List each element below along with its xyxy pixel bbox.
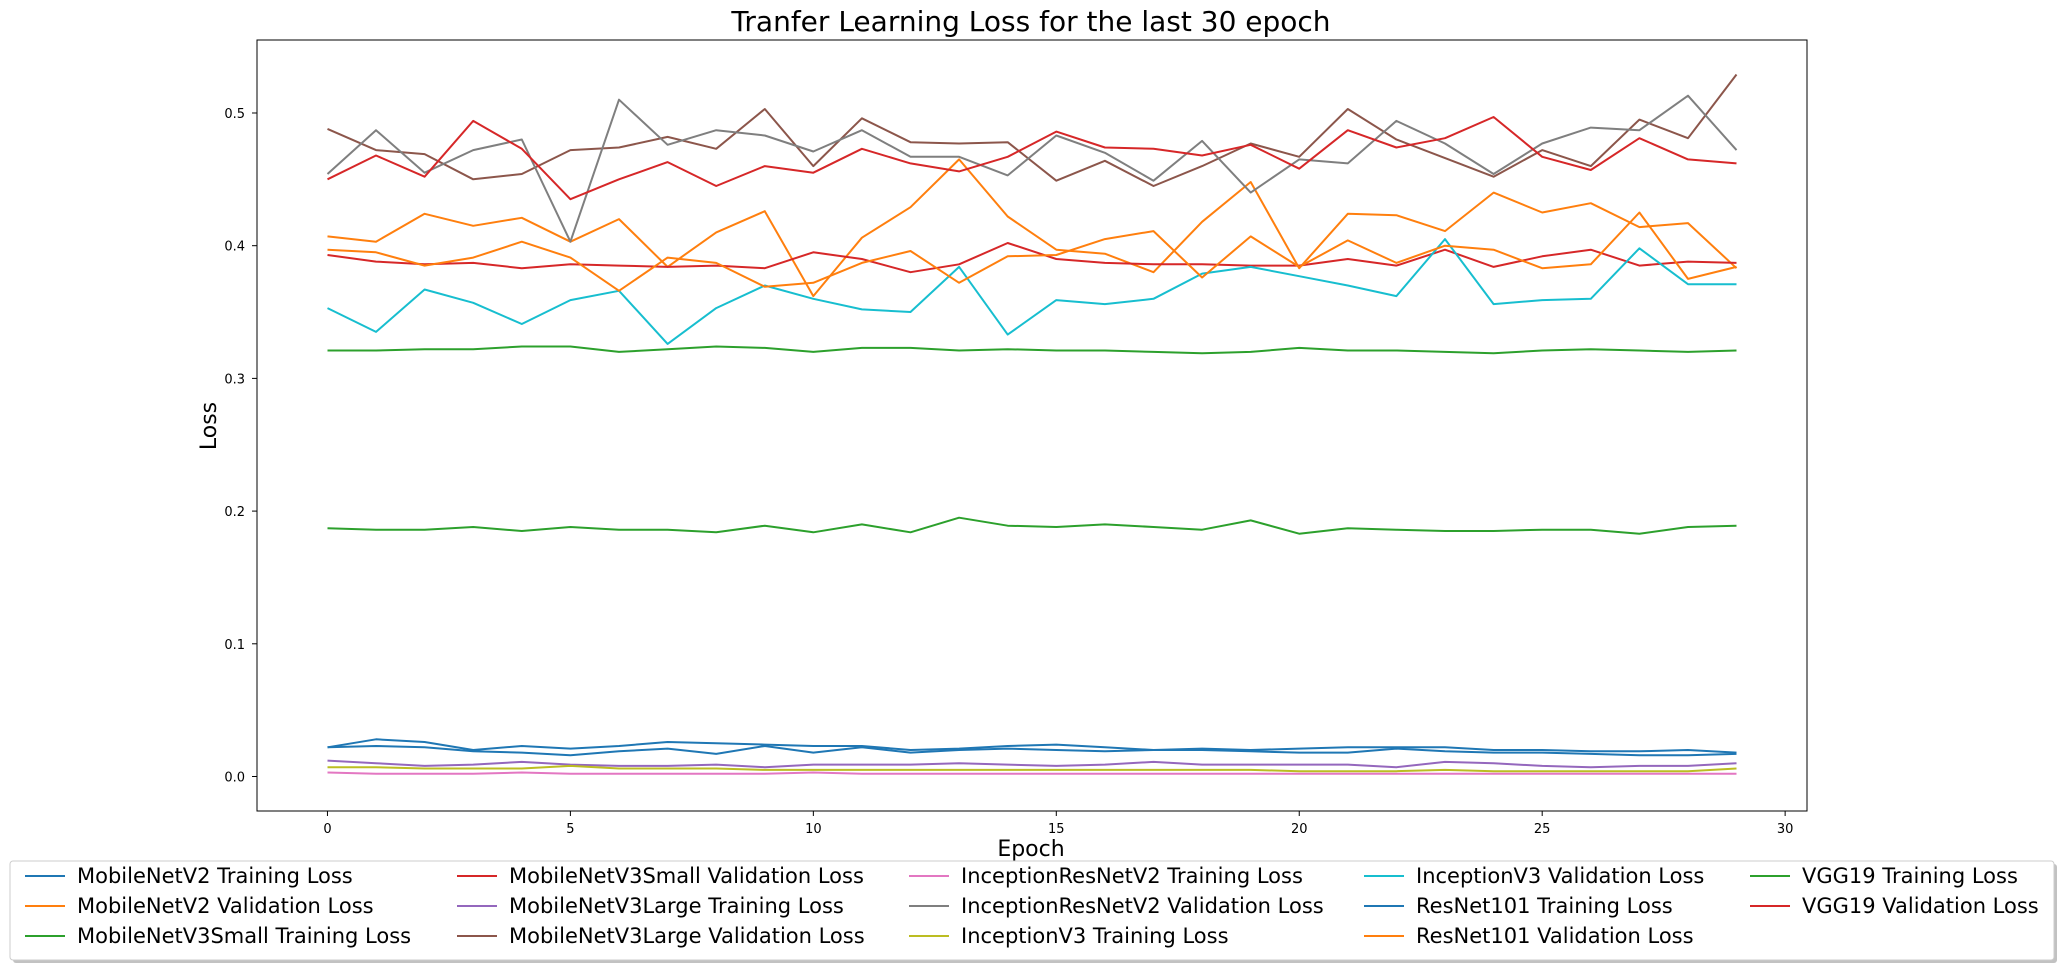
x-tick-label: 20: [1291, 822, 1308, 837]
y-tick-label: 0.1: [224, 638, 245, 653]
series-line-6: [327, 771, 1737, 775]
legend-label: VGG19 Validation Loss: [1802, 894, 2039, 918]
series-line-11: [327, 211, 1737, 292]
x-axis-ticks: 0 5 10 15 20 25 30: [323, 811, 1793, 837]
series-line-12: [327, 516, 1737, 535]
legend-label: InceptionV3 Validation Loss: [1416, 864, 1704, 888]
series-line-9: [327, 238, 1737, 345]
series-line-1: [327, 158, 1738, 298]
series-line-5: [327, 73, 1738, 187]
legend-label: MobileNetV3Large Validation Loss: [509, 924, 865, 948]
x-tick-label: 5: [566, 822, 574, 837]
x-axis-label: Epoch: [997, 837, 1064, 862]
series-line-7: [326, 94, 1738, 243]
legend-label: MobileNetV3Small Training Loss: [77, 924, 411, 948]
series-line-8: [327, 764, 1737, 773]
y-axis-label: Loss: [197, 402, 222, 450]
x-tick-label: 0: [323, 822, 331, 837]
legend-label: MobileNetV3Large Training Loss: [509, 894, 844, 918]
series-line-3: [327, 242, 1737, 274]
legend-label: InceptionResNetV2 Validation Loss: [961, 894, 1324, 918]
x-tick-label: 15: [1048, 822, 1065, 837]
y-tick-label: 0.2: [224, 505, 245, 520]
y-tick-label: 0.3: [224, 372, 245, 387]
y-tick-label: 0.0: [224, 770, 245, 785]
chart-title: Tranfer Learning Loss for the last 30 ep…: [730, 5, 1330, 38]
series-line-13: [327, 116, 1737, 201]
series-line-2: [327, 345, 1737, 355]
y-tick-label: 0.4: [224, 240, 245, 255]
series-line-10: [327, 745, 1737, 757]
legend-label: ResNet101 Validation Loss: [1416, 924, 1694, 948]
x-tick-label: 25: [1534, 822, 1551, 837]
x-tick-label: 30: [1777, 822, 1794, 837]
legend-label: MobileNetV2 Validation Loss: [77, 894, 374, 918]
y-tick-label: 0.5: [224, 107, 245, 122]
legend-label: InceptionV3 Training Loss: [961, 924, 1229, 948]
legend-label: VGG19 Training Loss: [1802, 864, 2018, 888]
legend-label: ResNet101 Training Loss: [1416, 894, 1673, 918]
series-line-0: [327, 738, 1737, 754]
legend-label: InceptionResNetV2 Training Loss: [961, 864, 1303, 888]
series-line-4: [327, 759, 1737, 769]
legend-label: MobileNetV3Small Validation Loss: [509, 864, 864, 888]
legend-box: [9, 860, 2055, 961]
legend-label: MobileNetV2 Training Loss: [77, 864, 353, 888]
plot-area: [326, 73, 1738, 775]
x-tick-label: 10: [805, 822, 822, 837]
legend: MobileNetV2 Training Loss MobileNetV2 Val…: [9, 860, 2057, 963]
plot-frame: [256, 39, 1808, 812]
y-axis-ticks: 0.0 0.1 0.2 0.3 0.4 0.5: [224, 107, 257, 785]
